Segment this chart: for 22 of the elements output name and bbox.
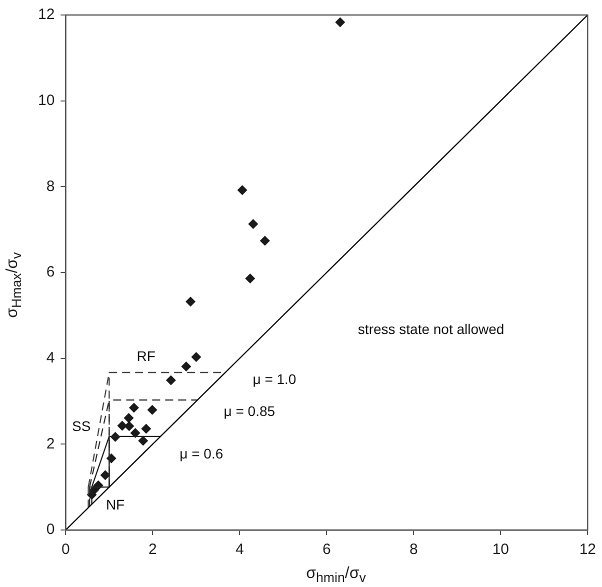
y-tick-label: 2 bbox=[46, 435, 55, 452]
y-tick-label: 10 bbox=[38, 92, 55, 109]
x-tick-label: 2 bbox=[148, 541, 157, 558]
x-tick-label: 6 bbox=[322, 541, 331, 558]
x-tick-label: 8 bbox=[409, 541, 418, 558]
annotation: μ = 1.0 bbox=[252, 370, 296, 387]
y-tick-label: 12 bbox=[38, 6, 55, 24]
annotation: SS bbox=[72, 418, 91, 434]
y-tick-label: 8 bbox=[46, 178, 55, 195]
x-tick-label: 4 bbox=[236, 541, 244, 558]
x-tick-label: 0 bbox=[62, 541, 70, 558]
x-axis-title: σ$_{hmin}$/σ$_{v}$ bbox=[305, 564, 367, 585]
x-tick-label: 10 bbox=[492, 541, 510, 558]
y-tick-label: 6 bbox=[46, 264, 55, 281]
annotation: NF bbox=[106, 496, 125, 513]
x-tick-label: 12 bbox=[579, 541, 596, 558]
y-tick-label: 4 bbox=[46, 349, 55, 366]
annotation: RF bbox=[136, 348, 156, 364]
annotation: μ = 0.85 bbox=[224, 402, 276, 419]
annotation: μ = 0.6 bbox=[180, 446, 224, 462]
y-tick-label: 0 bbox=[46, 521, 55, 538]
annotation: stress state not allowed bbox=[358, 321, 504, 338]
